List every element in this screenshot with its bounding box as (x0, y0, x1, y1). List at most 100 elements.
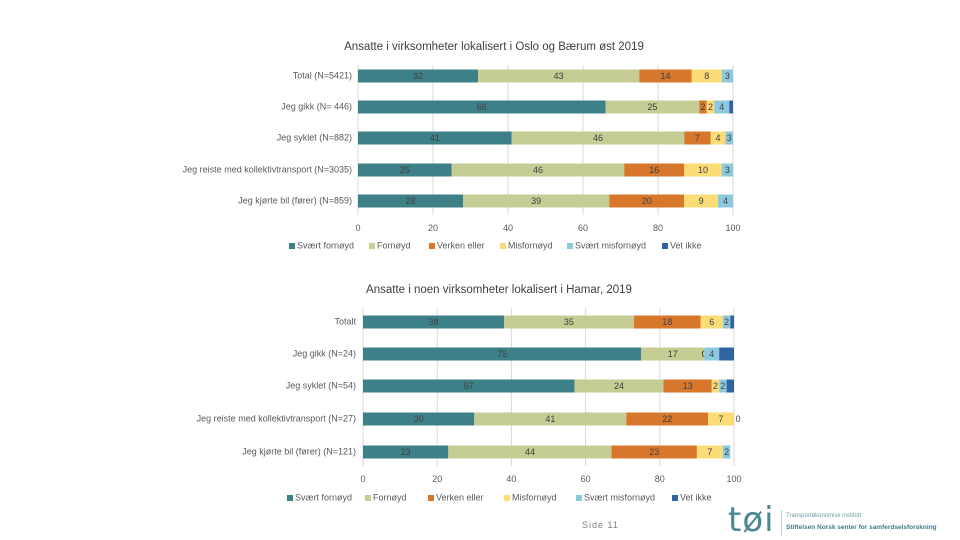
legend-label: Svært misfornøyd (575, 240, 646, 250)
bar-segment (358, 194, 463, 208)
bar-segment (463, 194, 610, 208)
bar-segment (684, 131, 711, 145)
bar-segment (363, 412, 475, 426)
data-label: 46 (593, 133, 603, 143)
data-label: 24 (614, 381, 624, 391)
legend-swatch (365, 495, 371, 501)
data-label: 17 (668, 349, 678, 359)
x-tick-label: 100 (726, 474, 741, 484)
bar-segment (605, 100, 700, 114)
legend-label: Fornøyd (377, 240, 411, 250)
legend-label: Svært misfornøyd (584, 492, 655, 502)
data-label: 41 (545, 414, 555, 424)
bar-segment (363, 315, 504, 329)
category-label: Jeg gikk (N=24) (293, 348, 356, 358)
category-label: Total (N=5421) (293, 70, 352, 80)
bar-segment (363, 347, 642, 361)
bar-segment (358, 100, 606, 114)
legend-label: Misfornøyd (508, 240, 553, 250)
x-tick-label: 20 (432, 474, 442, 484)
data-label: 38 (428, 317, 438, 327)
bar-segment (729, 100, 733, 114)
bar-segment (451, 163, 625, 177)
data-label: 4 (719, 102, 724, 112)
data-label: 4 (723, 196, 728, 206)
data-label: 2 (713, 381, 718, 391)
org-name: Transportøkonomisk institutt (786, 513, 862, 519)
data-label: 9 (699, 196, 704, 206)
chart-oslo-baerum: Ansatte i virksomheter lokalisert i Oslo… (183, 41, 741, 250)
x-tick-label: 80 (653, 223, 663, 233)
data-label: 2 (724, 317, 729, 327)
data-label: 66 (477, 102, 487, 112)
x-tick-label: 80 (655, 474, 665, 484)
x-tick-label: 40 (506, 474, 516, 484)
x-tick-label: 0 (360, 474, 365, 484)
legend-label: Verken eller (436, 492, 484, 502)
org-subtitle: Stiftelsen Norsk senter for samferdselsf… (786, 524, 937, 531)
category-label: Totalt (334, 316, 356, 326)
bar-segment (718, 194, 733, 208)
data-label: 16 (649, 165, 659, 175)
bar-segment (609, 194, 685, 208)
x-tick-label: 100 (725, 223, 740, 233)
bar-segment (448, 445, 612, 459)
data-label: 18 (662, 317, 672, 327)
legend-swatch (369, 243, 375, 249)
bar-segment (721, 69, 733, 83)
data-label: 2 (724, 447, 729, 457)
bar-segment (633, 315, 701, 329)
bar-segment (726, 379, 734, 393)
data-label: 4 (709, 349, 714, 359)
category-label: Jeg syklet (N=54) (286, 380, 356, 390)
bar-segment (684, 163, 722, 177)
legend-swatch (429, 243, 435, 249)
bar-segment (704, 347, 720, 361)
legend-label: Vet ikke (680, 492, 712, 502)
data-label: 7 (695, 133, 700, 143)
legend-swatch (428, 495, 434, 501)
legend-swatch (576, 495, 582, 501)
data-label: 2 (720, 381, 725, 391)
legend-label: Vet ikke (670, 240, 702, 250)
bar-segment (699, 100, 707, 114)
legend-swatch (500, 243, 506, 249)
bar-segment (511, 131, 685, 145)
bar-segment (503, 315, 634, 329)
category-label: Jeg reiste med kollektivtransport (N=27) (197, 413, 356, 423)
chart-title: Ansatte i noen virksomheter lokalisert i… (366, 284, 632, 296)
bar-segment (574, 379, 664, 393)
chart-hamar: Ansatte i noen virksomheter lokalisert i… (197, 284, 742, 502)
category-label: Jeg gikk (N= 446) (281, 101, 352, 111)
legend-label: Fornøyd (373, 492, 407, 502)
data-label: 32 (413, 71, 423, 81)
chart-title: Ansatte i virksomheter lokalisert i Oslo… (344, 41, 644, 53)
bar-segment (358, 131, 512, 145)
legend-label: Svært fornøyd (295, 492, 352, 502)
bar-segment (639, 69, 692, 83)
bar-segment (725, 131, 733, 145)
bar-segment (691, 69, 722, 83)
bar-segment (719, 347, 734, 361)
data-label: 3 (727, 133, 732, 143)
bar-segment (474, 412, 627, 426)
data-label: 6 (709, 317, 714, 327)
bar-segment (730, 315, 734, 329)
data-label: 13 (683, 381, 693, 391)
x-tick-label: 60 (578, 223, 588, 233)
category-label: Jeg kjørte bil (fører) (N=121) (242, 446, 356, 456)
bar-segment (706, 100, 715, 114)
category-label: Jeg kjørte bil (fører) (N=859) (238, 195, 352, 205)
data-label: 3 (725, 71, 730, 81)
legend-swatch (567, 243, 573, 249)
bar-segment (624, 163, 685, 177)
data-label: 25 (647, 102, 657, 112)
legend-swatch (287, 495, 293, 501)
bar-segment (711, 379, 720, 393)
bar-segment (684, 194, 718, 208)
data-label: 7 (707, 447, 712, 457)
data-label: 2 (700, 102, 705, 112)
bar-segment (641, 347, 705, 361)
legend-label: Verken eller (437, 240, 485, 250)
